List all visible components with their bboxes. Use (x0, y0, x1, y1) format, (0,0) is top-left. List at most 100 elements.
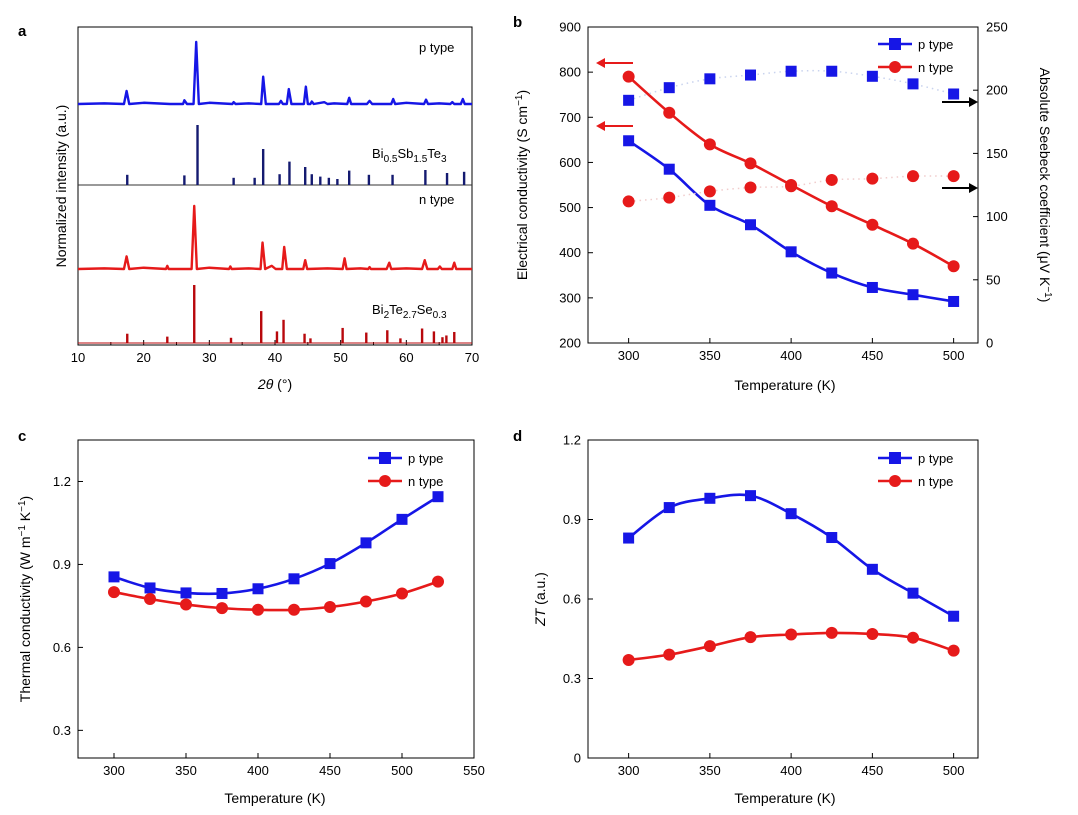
b-n-type-seebeck-point-350 (703, 185, 716, 198)
b-n-type-conductivity-point-325 (663, 106, 676, 119)
b-n-type-conductivity-point-500 (947, 260, 960, 273)
panel-c-x-axis-label: Temperature (K) (224, 790, 325, 806)
x-label-theta: θ (266, 376, 274, 392)
d-p-type-point-350 (704, 492, 716, 504)
b-p-type-conductivity-point-350 (704, 199, 716, 211)
b-n-type-seebeck-point-325 (663, 191, 676, 204)
c-p-type-point-450 (324, 558, 336, 570)
c-n-type-point-400 (252, 603, 264, 616)
b-y2label-sup: −1 (1042, 286, 1053, 298)
panel-c-frame (77, 439, 475, 759)
b-p-type-seebeck-point-400 (785, 65, 797, 77)
d-p-type-point-450 (866, 563, 878, 575)
d-p-type-point-325 (663, 502, 675, 514)
d-n-type-point-325 (663, 648, 676, 661)
panel-label-a: a (18, 23, 27, 40)
panel-label-c: c (18, 428, 26, 445)
d-x-tick-label-450: 450 (862, 763, 884, 778)
b-p-type-seebeck-point-375 (745, 69, 756, 81)
label-p-type-pattern: p type (419, 40, 454, 55)
b-legend-marker-p (889, 38, 901, 50)
panel-d-y-axis-label: ZT (a.u.) (532, 572, 548, 627)
panel-d: d 300 350 400 450 500 0 0.3 0.6 0.9 1.2 Temperatu… (513, 428, 979, 806)
c-p-type-point-525 (432, 491, 444, 503)
a-x-tick-label-10: 10 (71, 350, 85, 365)
c-n-type-point-350 (180, 598, 192, 611)
b-p-type-conductivity-point-475 (907, 289, 919, 301)
b-n-type-seebeck-point-425 (825, 173, 838, 186)
d-legend-label-0: p type (918, 451, 953, 466)
b-ylabel-main: Electrical conductivity (S cm (514, 106, 530, 280)
c-y-tick-label-0.6: 0.6 (53, 640, 71, 655)
c-p-type-line (113, 495, 439, 596)
a-x-tick-label-40: 40 (268, 350, 282, 365)
d-ylabel-unit: (a.u.) (532, 572, 548, 609)
chem-sub-3: 3 (441, 154, 447, 165)
c-p-type-point-300 (108, 571, 120, 583)
panel-b-plot (622, 65, 960, 307)
b-p-type-conductivity-point-300 (623, 135, 635, 147)
b-y-tick-label-300: 300 (559, 290, 581, 305)
b-n-type-conductivity-point-350 (703, 138, 716, 151)
panel-c-plot (108, 491, 444, 616)
label-bi2te27se03: Bi2Te2.7Se0.3 (372, 302, 447, 321)
c-x-tick-label-500: 500 (391, 763, 413, 778)
chem-bi: Bi (372, 146, 384, 161)
c-y-tick-label-0.9: 0.9 (53, 557, 71, 572)
d-n-type-point-425 (825, 626, 838, 639)
c-n-type-point-425 (288, 603, 300, 616)
c-x-tick-label-350: 350 (175, 763, 197, 778)
b-x-tick-label-500: 500 (943, 348, 965, 363)
panel-d-legend: p type n type (878, 451, 953, 489)
b-right-y-tick-label-100: 100 (986, 209, 1008, 224)
b-right-y-tick-label-250: 250 (986, 20, 1008, 35)
c-p-type-point-325 (144, 582, 156, 594)
panel-a-y-axis-label: Normalized intensity (a.u.) (53, 105, 69, 268)
c-p-type-point-375 (216, 587, 228, 599)
d-n-type-point-475 (907, 631, 919, 644)
d-y-tick-label-1.2: 1.2 (563, 433, 581, 448)
b-p-type-seebeck-point-500 (948, 88, 960, 100)
c-n-type-point-325 (144, 593, 156, 605)
b-p-type-conductivity-point-325 (663, 163, 675, 175)
d-n-type-point-500 (947, 644, 960, 657)
d-y-tick-label-0.9: 0.9 (563, 512, 581, 527)
arrow-head (969, 97, 978, 107)
d-x-tick-label-500: 500 (943, 763, 965, 778)
d-p-type-point-500 (948, 610, 960, 622)
d-p-type-point-375 (745, 490, 756, 502)
b-x-tick-label-300: 300 (618, 348, 640, 363)
c-x-tick-label-550: 550 (463, 763, 485, 778)
c-n-type-point-300 (108, 586, 120, 599)
b-n-type-seebeck-point-475 (907, 170, 919, 183)
b-y2label-main: Absolute Seebeck coefficient (μV K (1037, 68, 1053, 287)
panel-a-frame (77, 26, 473, 346)
a-x-tick-label-50: 50 (333, 350, 347, 365)
chem-sub-1.5: 1.5 (413, 154, 427, 165)
b-p-type-conductivity-point-450 (866, 281, 878, 293)
b-n-type-seebeck-point-375 (744, 181, 757, 194)
panel-b-y-axis-label: Electrical conductivity (S cm−1) (514, 90, 530, 280)
d-legend-marker-p (889, 452, 901, 464)
panel-c-y-axis-label: Thermal conductivity (W m−1 K−1) (17, 496, 33, 702)
d-x-tick-label-350: 350 (699, 763, 721, 778)
c-p-type-point-425 (288, 573, 300, 585)
b-right-y-tick-label-0: 0 (986, 336, 993, 351)
d-x-tick-label-300: 300 (618, 763, 640, 778)
d-p-type-point-300 (623, 532, 635, 544)
panel-a-x-ticks: 10 20 30 40 50 60 70 (71, 340, 479, 365)
b-right-y-tick-label-50: 50 (986, 272, 1000, 287)
c-n-type-point-450 (324, 601, 336, 614)
arrow-right-1 (942, 97, 978, 107)
c-y-tick-label-0.3: 0.3 (53, 723, 71, 738)
a-x-tick-label-70: 70 (465, 350, 479, 365)
b-y-tick-label-500: 500 (559, 200, 581, 215)
b-y-tick-label-400: 400 (559, 245, 581, 260)
c-legend-marker-p (379, 452, 391, 464)
c-legend-label-0: p type (408, 451, 443, 466)
b-p-type-conductivity-point-500 (948, 295, 960, 307)
b-p-type-seebeck-point-300 (623, 94, 635, 106)
b-p-type-seebeck-point-325 (663, 82, 675, 94)
chem-sub-0.5: 0.5 (384, 154, 398, 165)
